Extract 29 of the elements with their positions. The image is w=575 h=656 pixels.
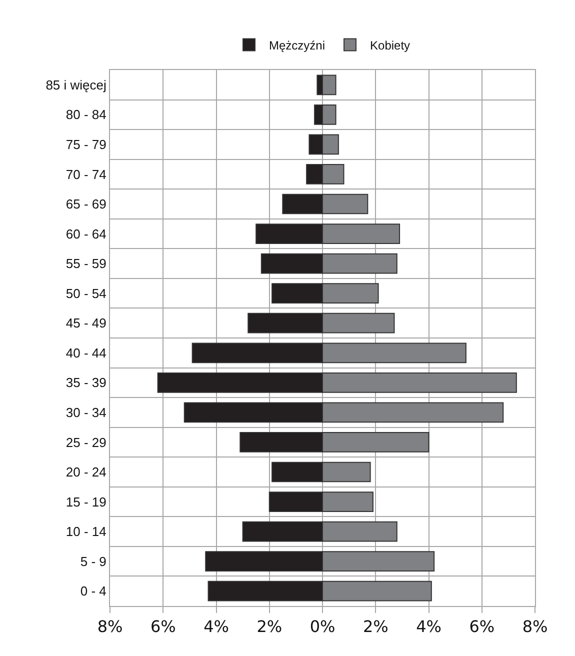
y-tick-label: 35 - 39 bbox=[66, 375, 106, 390]
x-tick-label: 8% bbox=[522, 617, 548, 636]
x-tick-label: 6% bbox=[469, 617, 495, 636]
y-tick-label: 45 - 49 bbox=[66, 316, 106, 331]
y-tick-label: 65 - 69 bbox=[66, 196, 106, 212]
legend-label: Kobiety bbox=[370, 38, 410, 52]
x-tick-label: 4% bbox=[204, 617, 229, 636]
y-tick-label: 50 - 54 bbox=[66, 286, 106, 301]
y-tick-label: 60 - 64 bbox=[66, 226, 106, 242]
y-tick-label: 40 - 44 bbox=[66, 345, 106, 360]
y-tick-label: 70 - 74 bbox=[66, 166, 106, 182]
x-tick-label: 6% bbox=[150, 617, 176, 636]
y-tick-label: 30 - 34 bbox=[66, 404, 106, 420]
x-tick-label: 2% bbox=[256, 617, 282, 636]
x-tick-label: 2% bbox=[362, 617, 388, 636]
y-tick-label: 5 - 9 bbox=[80, 554, 106, 569]
y-tick-label: 80 - 84 bbox=[66, 107, 106, 122]
y-tick-label: 0 - 4 bbox=[80, 584, 106, 599]
x-tick-label: 8% bbox=[97, 617, 123, 636]
legend-label: Mężczyźni bbox=[269, 38, 326, 52]
y-tick-label: 15 - 19 bbox=[66, 494, 106, 510]
x-tick-label: 0% bbox=[310, 617, 336, 636]
y-tick-label: 75 - 79 bbox=[66, 136, 106, 152]
x-tick-label: 4% bbox=[416, 617, 442, 636]
y-tick-label: 55 - 59 bbox=[66, 256, 106, 272]
y-tick-label: 10 - 14 bbox=[66, 524, 106, 540]
y-tick-label: 25 - 29 bbox=[66, 434, 106, 450]
y-tick-label: 20 - 24 bbox=[66, 464, 106, 480]
y-tick-label: 85 i więcej bbox=[46, 77, 107, 92]
